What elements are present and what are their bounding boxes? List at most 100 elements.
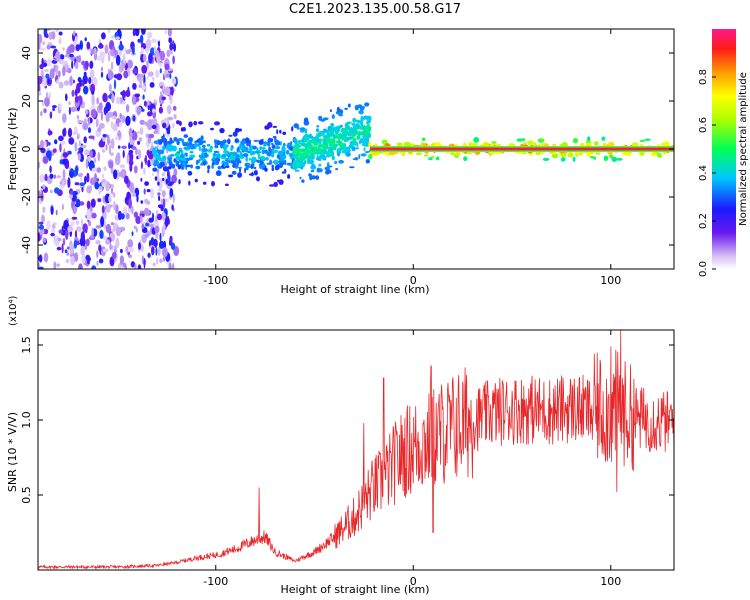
heatmap-cell bbox=[322, 128, 327, 133]
heatmap-cell bbox=[49, 173, 54, 179]
heatmap-cell bbox=[230, 146, 233, 152]
heatmap-cell bbox=[50, 228, 56, 233]
heatmap-cell bbox=[207, 148, 213, 153]
heatmap-cell bbox=[162, 88, 165, 94]
heatmap-cell bbox=[450, 152, 456, 156]
heatmap-cell bbox=[346, 132, 353, 137]
heatmap-cell bbox=[657, 153, 663, 158]
heatmap-cell bbox=[63, 127, 67, 135]
heatmap-cell bbox=[423, 154, 429, 157]
colorbar-label: Normalized spectral amplitude bbox=[738, 72, 749, 226]
y-tick-label: 0.5 bbox=[20, 486, 33, 504]
heatmap-cell bbox=[68, 106, 71, 115]
heatmap-cell bbox=[58, 31, 63, 36]
heatmap-cell bbox=[55, 29, 59, 33]
heatmap-cell bbox=[289, 156, 294, 159]
heatmap-cell bbox=[46, 91, 48, 99]
heatmap-cell bbox=[298, 157, 304, 161]
heatmap-cell bbox=[159, 258, 163, 263]
heatmap-cell bbox=[171, 174, 178, 184]
heatmap-cell bbox=[316, 158, 320, 161]
heatmap-cell bbox=[100, 216, 105, 228]
heatmap-cell bbox=[89, 60, 94, 69]
heatmap-cell bbox=[39, 174, 45, 183]
heatmap-cell bbox=[173, 245, 180, 257]
heatmap-cell bbox=[100, 66, 103, 72]
heatmap-cell bbox=[101, 178, 107, 184]
heatmap-cell bbox=[73, 30, 76, 37]
heatmap-cell bbox=[58, 229, 63, 234]
spectrogram-heatmap bbox=[38, 29, 674, 269]
heatmap-cell bbox=[134, 263, 137, 269]
heatmap-cell bbox=[259, 146, 263, 151]
heatmap-cell bbox=[101, 174, 105, 179]
heatmap-cell bbox=[415, 152, 422, 156]
heatmap-cell bbox=[139, 119, 145, 125]
heatmap-cell bbox=[173, 114, 177, 120]
heatmap-cell bbox=[162, 223, 166, 234]
heatmap-cell bbox=[239, 143, 243, 148]
y-tick-label: 40 bbox=[20, 46, 33, 60]
snr-frame bbox=[37, 329, 675, 571]
heatmap-cell bbox=[137, 77, 143, 82]
heatmap-cell bbox=[315, 175, 320, 180]
heatmap-cell bbox=[465, 152, 473, 155]
heatmap-cell bbox=[334, 143, 339, 148]
heatmap-cell bbox=[131, 146, 137, 150]
heatmap-cell bbox=[130, 261, 136, 268]
heatmap-cell bbox=[91, 212, 97, 219]
heatmap-cell bbox=[124, 47, 127, 55]
heatmap-cell bbox=[76, 82, 81, 94]
heatmap-cell bbox=[107, 70, 114, 80]
heatmap-cell bbox=[117, 145, 121, 149]
heatmap-cell bbox=[74, 141, 78, 152]
heatmap-cell bbox=[234, 127, 240, 133]
heatmap-cell bbox=[98, 258, 104, 264]
heatmap-cell bbox=[273, 159, 279, 166]
heatmap-cell bbox=[338, 137, 341, 142]
heatmap-cell bbox=[80, 231, 85, 243]
heatmap-cell bbox=[211, 162, 215, 166]
heatmap-cell bbox=[322, 117, 329, 121]
heatmap-cell bbox=[69, 171, 74, 178]
heatmap-cell bbox=[228, 134, 233, 137]
heatmap-cell bbox=[310, 159, 314, 165]
heatmap-cell bbox=[131, 205, 134, 215]
heatmap-cell bbox=[55, 209, 58, 216]
heatmap-cell bbox=[152, 124, 156, 129]
heatmap-cell bbox=[307, 159, 310, 163]
heatmap-cell bbox=[166, 104, 172, 115]
heatmap-cell bbox=[301, 143, 304, 146]
heatmap-cell bbox=[115, 204, 119, 215]
heatmap-cell bbox=[114, 135, 119, 141]
heatmap-cell bbox=[261, 147, 266, 150]
heatmap-cell bbox=[352, 158, 359, 161]
heatmap-cell bbox=[375, 152, 381, 155]
heatmap-cell bbox=[366, 120, 369, 125]
heatmap-cell bbox=[351, 146, 356, 151]
heatmap-cell bbox=[57, 237, 62, 242]
heatmap-cell bbox=[358, 140, 363, 144]
heatmap-cell bbox=[299, 162, 302, 168]
heatmap-cell bbox=[146, 189, 151, 193]
heatmap-cell bbox=[65, 259, 70, 263]
heatmap-cell bbox=[90, 108, 97, 118]
spectrogram-panel: -100 0 100 -40 -20 0 20 40 Height of straight l… bbox=[6, 28, 675, 296]
heatmap-cell bbox=[335, 131, 339, 135]
heatmap-cell bbox=[321, 145, 327, 150]
heatmap-cell bbox=[52, 105, 57, 109]
heatmap-cell bbox=[113, 200, 116, 211]
heatmap-cell bbox=[139, 127, 144, 135]
heatmap-cell bbox=[244, 167, 247, 174]
heatmap-cell bbox=[110, 138, 115, 150]
heatmap-cell bbox=[308, 147, 314, 150]
snr-panel: -100 0 100 0.5 1.0 1.5 Height of straight lin… bbox=[6, 295, 675, 596]
heatmap-cell bbox=[38, 75, 43, 85]
heatmap-cell bbox=[105, 223, 112, 234]
heatmap-cell bbox=[108, 161, 114, 169]
heatmap-cell bbox=[256, 176, 260, 182]
heatmap-cell bbox=[159, 50, 166, 61]
heatmap-cell bbox=[157, 181, 160, 186]
heatmap-cell bbox=[88, 117, 91, 126]
heatmap-cell bbox=[78, 54, 82, 64]
